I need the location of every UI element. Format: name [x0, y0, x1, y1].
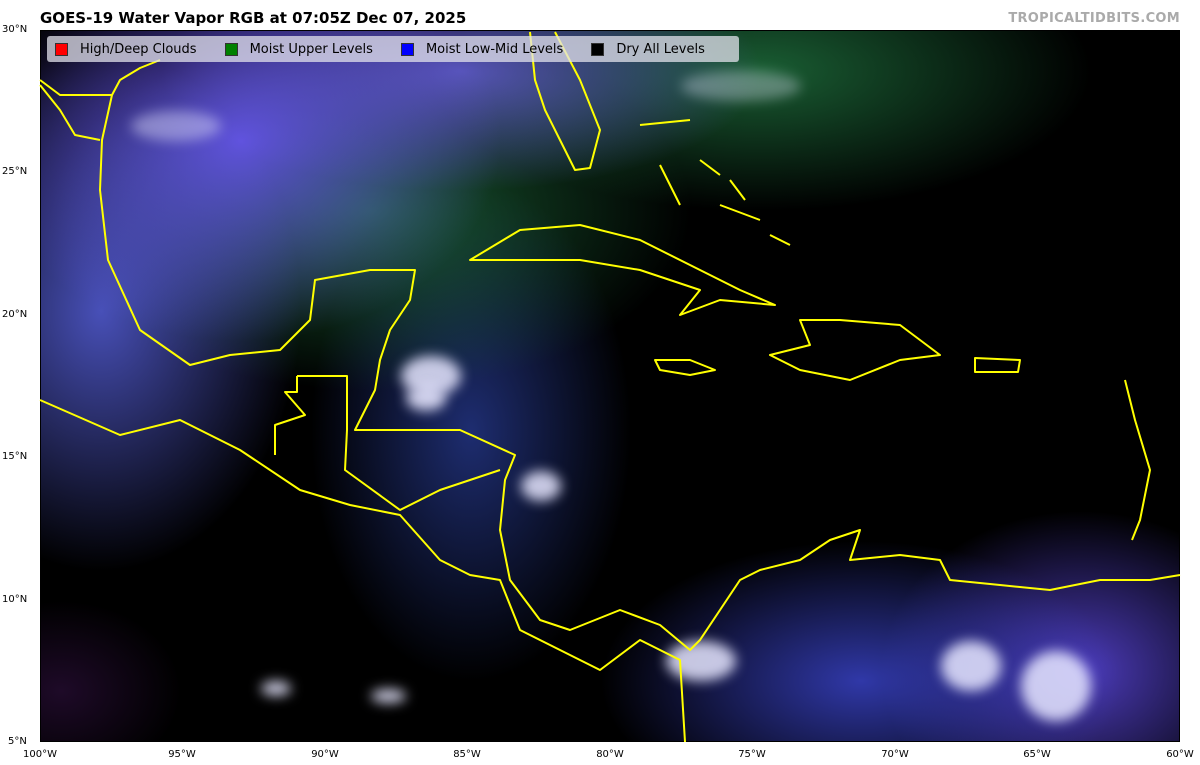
cloud [261, 681, 291, 696]
legend-label: Dry All Levels [616, 41, 705, 57]
cloud [681, 71, 801, 101]
satellite-map [40, 30, 1180, 742]
cloud [666, 641, 736, 681]
florida [529, 31, 601, 171]
legend-label: Moist Upper Levels [249, 41, 373, 57]
cloud [521, 471, 561, 501]
legend-swatch [224, 42, 238, 56]
legend-swatch [400, 42, 414, 56]
lesser-antilles [1124, 379, 1151, 541]
map-title: GOES-19 Water Vapor RGB at 07:05Z Dec 07… [40, 9, 467, 27]
legend-swatch [55, 42, 68, 56]
legend-item-dry: Dry All Levels [591, 42, 705, 57]
hispaniola [769, 319, 941, 381]
legend-swatch [591, 42, 605, 56]
us-mexico-border [39, 84, 101, 141]
lon-tick: 70°W [881, 749, 909, 760]
lat-tick: 30°N [2, 24, 28, 35]
lon-tick: 85°W [453, 749, 481, 760]
lat-tick: 10°N [2, 594, 28, 605]
cloud [406, 386, 446, 411]
mexico-gulf-coast [39, 59, 1181, 651]
legend-label: Moist Low-Mid Levels [425, 41, 564, 57]
cloud [371, 689, 406, 703]
lat-tick: 25°N [2, 166, 28, 177]
cloud [131, 111, 221, 141]
lon-tick: 80°W [596, 749, 624, 760]
lat-tick: 15°N [2, 451, 28, 462]
honduras-border [344, 429, 501, 511]
cloud [1021, 651, 1091, 721]
legend-item-moist-upper: Moist Upper Levels [224, 41, 373, 57]
lat-tick: 5°N [8, 736, 27, 747]
pacific-coast [39, 399, 686, 743]
cloud [941, 641, 1001, 691]
lon-tick: 90°W [311, 749, 339, 760]
lon-tick: 95°W [168, 749, 196, 760]
cuba [469, 224, 776, 316]
puerto-rico [974, 357, 1021, 373]
guatemala-border [274, 375, 348, 455]
bahamas [639, 119, 791, 246]
lon-tick: 75°W [738, 749, 766, 760]
brand-watermark: TROPICALTIDBITS.COM [1008, 11, 1180, 26]
lon-tick: 60°W [1166, 749, 1194, 760]
lon-tick: 65°W [1023, 749, 1051, 760]
lon-tick: 100°W [23, 749, 57, 760]
legend: High/Deep Clouds Moist Upper Levels Mois… [47, 36, 739, 62]
legend-item-moist-low-mid: Moist Low-Mid Levels [400, 41, 564, 57]
legend-item-high-deep-clouds: High/Deep Clouds [55, 42, 197, 57]
legend-label: High/Deep Clouds [80, 41, 197, 57]
jamaica [654, 359, 716, 376]
lat-tick: 20°N [2, 309, 28, 320]
